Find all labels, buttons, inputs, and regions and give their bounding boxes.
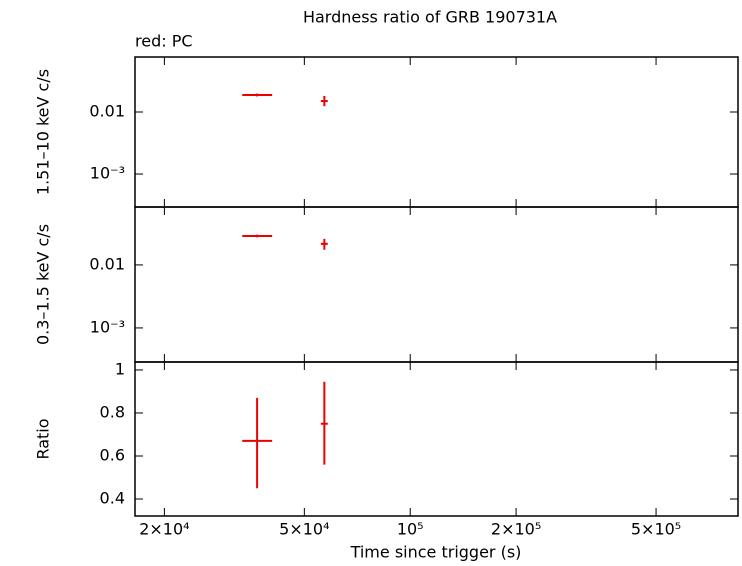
- y-tick-label: 0.01: [89, 254, 125, 273]
- x-tick-label: 5×10⁴: [279, 520, 329, 539]
- y-tick-label: 10⁻³: [90, 164, 125, 183]
- x-tick-label: 10⁵: [397, 520, 424, 539]
- y-axis-label: 0.3–1.5 keV c/s: [34, 224, 53, 345]
- plot-frame: [134, 206, 739, 363]
- plot-frame: [134, 361, 739, 517]
- y-tick-label: 0.01: [89, 101, 125, 120]
- plot-frame: [134, 56, 739, 208]
- y-tick-label: 0.8: [100, 402, 125, 421]
- y-tick-label: 10⁻³: [90, 317, 125, 336]
- y-tick-label: 0.6: [100, 445, 125, 464]
- y-axis-label: 1.51–10 keV c/s: [34, 69, 53, 195]
- y-axis-label: Ratio: [34, 418, 53, 459]
- y-tick-label: 0.4: [100, 489, 125, 508]
- y-tick-label: 1: [115, 359, 125, 378]
- chart-title: Hardness ratio of GRB 190731A: [303, 8, 557, 27]
- legend-note: red: PC: [135, 32, 193, 51]
- x-tick-label: 2×10⁴: [139, 520, 189, 539]
- x-axis-label: Time since trigger (s): [350, 543, 522, 562]
- x-tick-label: 5×10⁵: [631, 520, 681, 539]
- x-tick-label: 2×10⁵: [491, 520, 541, 539]
